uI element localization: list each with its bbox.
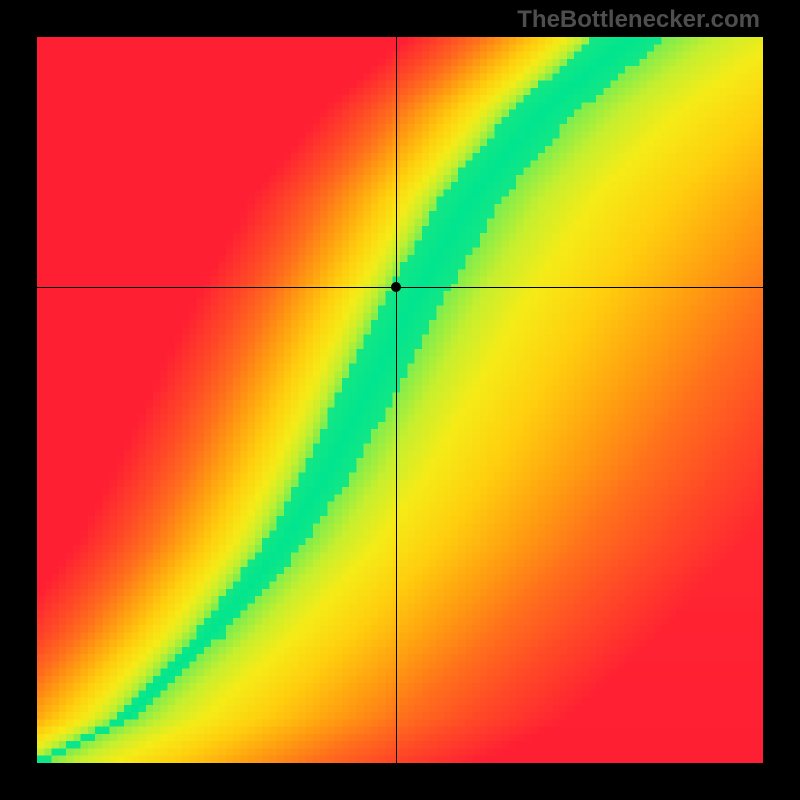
watermark-text: TheBottlenecker.com [517, 6, 760, 34]
crosshair-vertical [396, 37, 397, 763]
chart-container: TheBottlenecker.com [0, 0, 800, 800]
heatmap-canvas [37, 37, 763, 763]
